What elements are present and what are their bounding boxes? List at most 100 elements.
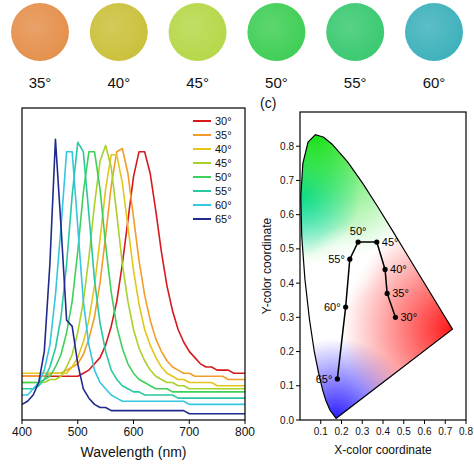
legend-swatch: [193, 190, 211, 192]
x-tick: [362, 420, 363, 424]
x-tick: [133, 420, 134, 424]
spectrum-line: [22, 152, 245, 405]
spectrum-line: [22, 145, 245, 388]
plot-area: [22, 139, 245, 414]
legend-swatch: [193, 204, 211, 206]
x-tick: [77, 420, 78, 424]
color-path: [337, 242, 395, 379]
spectral-locus: [301, 135, 453, 419]
y-tick-label: 0.5: [280, 243, 294, 254]
x-tick-label: 0.7: [438, 426, 452, 437]
color-point: [347, 257, 352, 262]
spectrum-line: [22, 155, 245, 386]
swatch: [326, 3, 384, 61]
x-tick: [189, 420, 190, 424]
x-tick: [383, 420, 384, 424]
legend-label: 45°: [215, 157, 232, 169]
point-label: 50°: [350, 225, 367, 237]
x-tick-label: 400: [12, 425, 32, 439]
legend-label: 55°: [215, 185, 232, 197]
x-tick: [22, 420, 23, 424]
frame: [22, 108, 245, 420]
swatch: [90, 3, 148, 61]
y-tick: [296, 214, 300, 215]
x-tick-label: 0.8: [459, 426, 473, 437]
spectrum-line: [22, 139, 245, 414]
x-tick: [320, 420, 321, 424]
legend-swatch: [193, 120, 211, 122]
y-tick: [296, 317, 300, 318]
y-tick-label: 0.1: [280, 380, 294, 391]
swatch-label: 45°: [186, 74, 209, 91]
x-axis-title: X-color coordinate: [334, 443, 432, 457]
color-point: [385, 291, 390, 296]
point-label: 35°: [392, 287, 409, 299]
swatch-label: 35°: [29, 74, 52, 91]
y-tick: [296, 385, 300, 386]
y-tick: [296, 248, 300, 249]
point-label: 60°: [324, 301, 341, 313]
swatch: [247, 3, 305, 61]
legend-label: 35°: [215, 129, 232, 141]
swatch-label: 55°: [344, 74, 367, 91]
frame: [300, 112, 466, 420]
swatch: [405, 3, 463, 61]
color-point: [356, 239, 361, 244]
legend-swatch: [193, 176, 211, 178]
spectrum-line: [22, 142, 245, 398]
swatch-label: 60°: [423, 74, 446, 91]
color-point: [393, 315, 398, 320]
gamut-blend: [308, 226, 384, 302]
legend-label: 50°: [215, 171, 232, 183]
legend-swatch: [193, 134, 211, 136]
legend-swatch: [193, 148, 211, 150]
color-point: [374, 239, 379, 244]
gamut-fill: [300, 112, 466, 420]
x-tick-label: 0.4: [376, 426, 390, 437]
color-point: [382, 267, 387, 272]
y-tick-label: 0.0: [280, 415, 294, 426]
x-tick-label: 0.3: [355, 426, 369, 437]
x-tick: [424, 420, 425, 424]
y-tick-label: 0.4: [280, 278, 294, 289]
point-label: 30°: [400, 311, 417, 323]
plot-area: [300, 112, 466, 420]
point-label: 45°: [382, 236, 399, 248]
swatch-label: 50°: [265, 74, 288, 91]
x-tick-label: 0.6: [418, 426, 432, 437]
legend-label: 65°: [215, 213, 232, 225]
x-tick-label: 600: [123, 425, 143, 439]
point-label: 65°: [316, 373, 333, 385]
swatch: [11, 3, 69, 61]
x-tick: [445, 420, 446, 424]
legend-swatch: [193, 218, 211, 220]
legend-swatch: [193, 162, 211, 164]
legend-label: 30°: [215, 115, 232, 127]
y-tick-label: 0.2: [280, 346, 294, 357]
point-label: 55°: [328, 253, 345, 265]
x-tick-label: 800: [235, 425, 255, 439]
legend-label: 40°: [215, 143, 232, 155]
y-tick-label: 0.8: [280, 141, 294, 152]
point-label: 40°: [390, 263, 407, 275]
swatch-label: 40°: [107, 74, 130, 91]
panel-label: (c): [260, 95, 276, 111]
spectrum-line: [22, 152, 245, 392]
y-tick-label: 0.6: [280, 209, 294, 220]
y-tick: [296, 420, 300, 421]
y-axis-title: Y-color coordinate: [260, 218, 274, 315]
x-tick-label: 0.1: [314, 426, 328, 437]
y-tick: [296, 351, 300, 352]
color-point: [343, 304, 348, 309]
x-axis-title: Wavelength (nm): [80, 444, 186, 460]
swatch: [169, 3, 227, 61]
x-tick-label: 700: [179, 425, 199, 439]
figure: 35°40°45°50°55°60°400500600700800Wavelen…: [0, 0, 474, 474]
y-tick-label: 0.7: [280, 175, 294, 186]
x-tick-label: 0.5: [397, 426, 411, 437]
x-tick: [466, 420, 467, 424]
x-tick: [341, 420, 342, 424]
y-tick: [296, 283, 300, 284]
y-tick: [296, 146, 300, 147]
y-tick-label: 0.3: [280, 312, 294, 323]
